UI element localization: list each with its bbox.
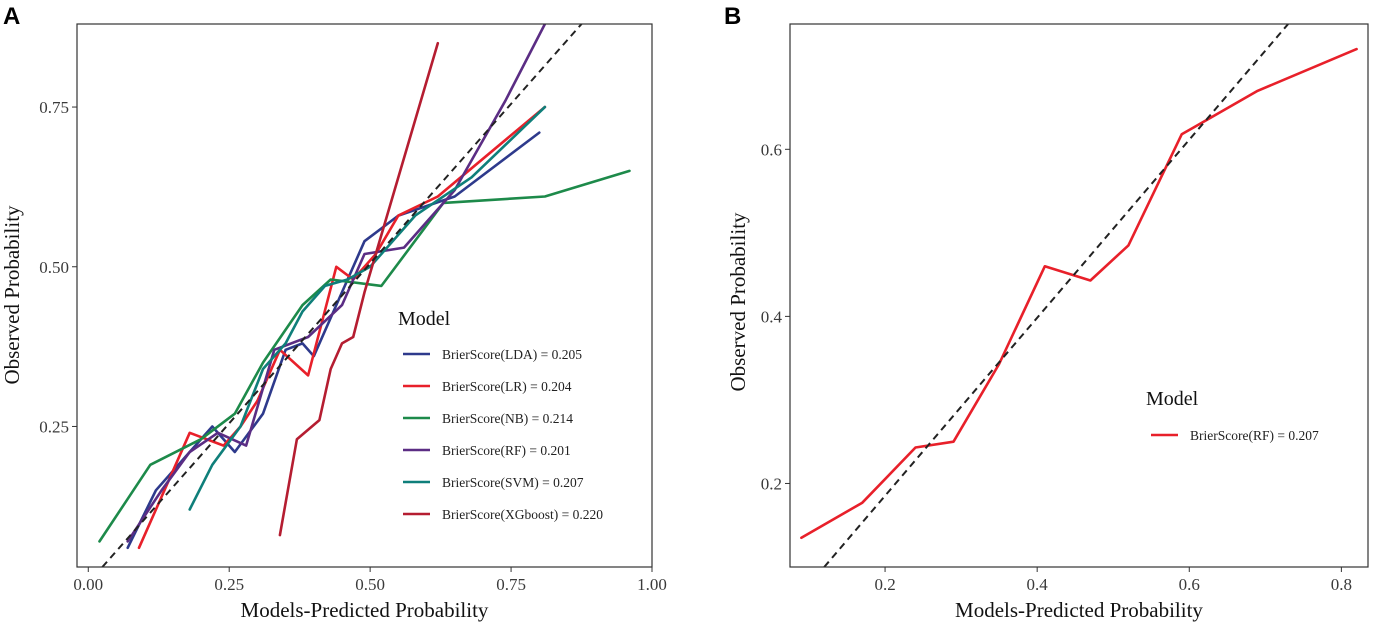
panel-b-legend-title: Model bbox=[1146, 388, 1199, 410]
panel-a-x-tick-label: 0.25 bbox=[214, 575, 244, 594]
panel-b-reference-diagonal bbox=[823, 24, 1289, 567]
panel-b: B 0.2 0.4 0.6 0.8 0.2 0.4 0.6 Models-Predicted… bbox=[724, 3, 1369, 622]
panel-a-series-line bbox=[137, 105, 547, 550]
panel-a-x-tick-label: 0.50 bbox=[355, 575, 385, 594]
panel-a: A 0.00 0.25 0.50 0.75 1.00 0.25 0.50 0.75 Model… bbox=[0, 3, 667, 622]
panel-a-reference-diagonal bbox=[101, 24, 583, 567]
panel-a-x-tick-label: 0.00 bbox=[73, 575, 103, 594]
panel-a-x-tick-label: 1.00 bbox=[637, 575, 667, 594]
panel-a-plot-area: 0.00 0.25 0.50 0.75 1.00 0.25 0.50 0.75 bbox=[39, 24, 667, 594]
panel-a-series-line bbox=[278, 41, 440, 537]
panel-a-legend-items: BrierScore(LDA) = 0.205 BrierScore(LR) = … bbox=[403, 347, 603, 522]
panel-a-x-tick-label: 0.75 bbox=[496, 575, 526, 594]
panel-a-legend-label: BrierScore(NB) = 0.214 bbox=[442, 411, 573, 426]
panel-a-series-group bbox=[98, 24, 631, 567]
panel-b-label: B bbox=[724, 3, 741, 30]
panel-a-y-tick-label: 0.25 bbox=[39, 417, 69, 436]
panel-a-legend-label: BrierScore(LR) = 0.204 bbox=[442, 379, 572, 394]
panel-b-y-tick-label: 0.6 bbox=[761, 140, 782, 159]
panel-a-legend-label: BrierScore(RF) = 0.201 bbox=[442, 443, 571, 458]
panel-a-series-line bbox=[188, 105, 547, 511]
panel-a-legend-title: Model bbox=[398, 308, 451, 330]
panel-b-plot-area: 0.2 0.4 0.6 0.8 0.2 0.4 0.6 bbox=[761, 24, 1358, 594]
panel-b-y-axis-title: Observed Probability bbox=[726, 212, 750, 392]
panel-a-series-line bbox=[98, 169, 631, 543]
panel-b-legend: Model BrierScore(RF) = 0.207 bbox=[1146, 388, 1319, 443]
panel-a-y-tick-label: 0.75 bbox=[39, 98, 69, 117]
panel-b-x-tick-label: 0.4 bbox=[1027, 575, 1049, 594]
panel-b-x-axis-title: Models-Predicted Probability bbox=[955, 598, 1203, 622]
panel-b-x-tick-label: 0.8 bbox=[1331, 575, 1352, 594]
panel-a-legend-label: BrierScore(SVM) = 0.207 bbox=[442, 475, 584, 490]
panel-a-y-axis-title: Observed Probability bbox=[0, 205, 24, 385]
panel-b-legend-label: BrierScore(RF) = 0.207 bbox=[1190, 428, 1319, 443]
panel-b-series-group bbox=[800, 24, 1358, 567]
panel-a-label: A bbox=[3, 3, 20, 30]
panel-a-series-line bbox=[126, 131, 541, 550]
panel-a-y-tick-label: 0.50 bbox=[39, 258, 69, 277]
panel-b-series-line bbox=[800, 47, 1358, 540]
panel-a-legend: Model BrierScore(LDA) = 0.205BrierScore(… bbox=[398, 308, 603, 522]
panel-a-legend-label: BrierScore(LDA) = 0.205 bbox=[442, 347, 582, 362]
panel-a-frame bbox=[76, 23, 653, 568]
panel-b-x-tick-label: 0.6 bbox=[1179, 575, 1200, 594]
panel-b-y-tick-label: 0.2 bbox=[761, 474, 782, 493]
panel-b-y-tick-label: 0.4 bbox=[761, 307, 783, 326]
panel-a-legend-label: BrierScore(XGboost) = 0.220 bbox=[442, 507, 603, 522]
panel-a-x-axis-title: Models-Predicted Probability bbox=[241, 598, 489, 622]
panel-b-x-tick-label: 0.2 bbox=[874, 575, 895, 594]
panel-b-legend-items: BrierScore(RF) = 0.207 bbox=[1151, 428, 1319, 443]
panel-b-frame bbox=[789, 23, 1369, 568]
